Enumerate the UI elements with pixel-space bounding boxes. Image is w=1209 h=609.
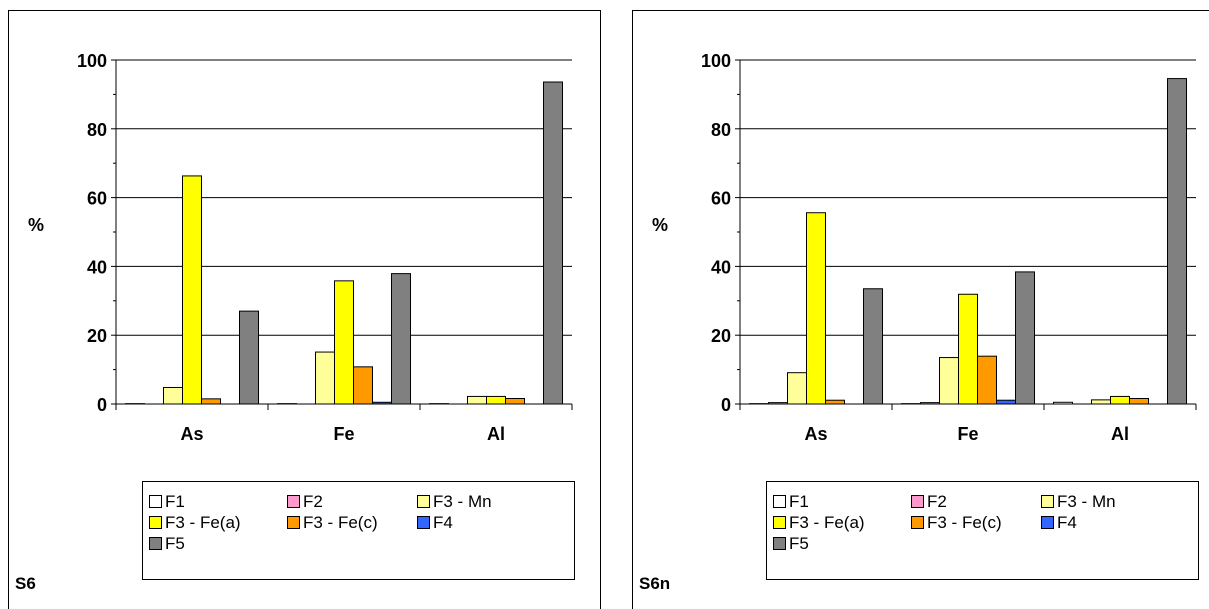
legend-swatch — [417, 495, 430, 508]
legend-swatch — [149, 516, 162, 529]
x-category-label: As — [804, 424, 827, 444]
legend-s6: F1 F2 F3 - Mn F3 - Fe(a) F3 - Fe(c) F4 F5 — [142, 481, 575, 580]
legend-item: F3 - Mn — [1041, 492, 1116, 512]
bar — [977, 355, 997, 405]
panel-label-s6: S6 — [15, 574, 36, 593]
bar — [201, 398, 221, 405]
legend-swatch — [1041, 495, 1054, 508]
y-tick-label: 20 — [87, 326, 107, 346]
chart-svg-s6n: 0 20 40 60 80 100% As Fe Al — [652, 51, 1197, 444]
legend-swatch — [287, 495, 300, 508]
x-category-label: Fe — [333, 424, 354, 444]
legend-label: F5 — [165, 534, 185, 553]
bar — [372, 401, 392, 405]
legend-item: F3 - Fe(a) — [773, 513, 865, 533]
legend-label: F3 - Mn — [1057, 492, 1116, 511]
y-axis-label: % — [28, 215, 44, 235]
bar — [163, 386, 183, 405]
y-tick-label: 0 — [721, 395, 731, 415]
bar — [958, 293, 978, 405]
legend-swatch — [911, 516, 924, 529]
legend-swatch — [773, 516, 786, 529]
y-tick-label: 100 — [77, 51, 107, 71]
legend-label: F2 — [927, 492, 947, 511]
chart-panel-s6n: 0 20 40 60 80 100% As Fe Al F1 F2 F3 - Mn F3 - Fe(a… — [632, 10, 1209, 609]
x-category-label: As — [180, 424, 203, 444]
legend-label: F4 — [1057, 513, 1077, 532]
bar — [486, 395, 506, 405]
y-tick-label: 80 — [87, 120, 107, 140]
x-category-label: Fe — [957, 424, 978, 444]
bar — [768, 402, 788, 405]
legend-label: F3 - Fe(a) — [789, 513, 865, 532]
panel-label-s6n: S6n — [639, 574, 671, 593]
bar — [182, 175, 202, 405]
legend-swatch — [1041, 516, 1054, 529]
bar — [239, 310, 259, 405]
y-tick-label: 20 — [711, 326, 731, 346]
legend-item: F2 — [911, 492, 947, 512]
legend-item: F2 — [287, 492, 323, 512]
legend-swatch — [149, 495, 162, 508]
legend-item: F3 - Fe(c) — [911, 513, 1002, 533]
bar — [315, 351, 335, 405]
bar — [825, 399, 845, 405]
legend-item: F1 — [773, 492, 809, 512]
bar — [467, 395, 487, 405]
bar — [806, 212, 826, 405]
legend-label: F1 — [165, 492, 185, 511]
legend-item: F5 — [149, 534, 185, 554]
legend-item: F4 — [417, 513, 453, 533]
y-axis-label: % — [652, 215, 668, 235]
bar — [1053, 401, 1073, 405]
y-tick-label: 80 — [711, 120, 731, 140]
bar — [1015, 271, 1035, 405]
legend-label: F1 — [789, 492, 809, 511]
bar — [939, 357, 959, 405]
legend-swatch — [911, 495, 924, 508]
bar — [505, 397, 525, 405]
x-category-label: Al — [1111, 424, 1129, 444]
x-category-label: Al — [487, 424, 505, 444]
bar — [391, 273, 411, 405]
legend-swatch — [149, 537, 162, 550]
legend-label: F3 - Fe(c) — [303, 513, 378, 532]
legend-label: F3 - Mn — [433, 492, 492, 511]
legend-item: F5 — [773, 534, 809, 554]
bar — [334, 280, 354, 405]
legend-label: F3 - Fe(c) — [927, 513, 1002, 532]
y-tick-label: 60 — [711, 189, 731, 209]
legend-swatch — [287, 516, 300, 529]
bar — [1167, 78, 1187, 405]
y-tick-label: 40 — [87, 257, 107, 277]
legend-s6n: F1 F2 F3 - Mn F3 - Fe(a) F3 - Fe(c) F4 F5 — [766, 481, 1199, 580]
chart-svg-s6: 0 20 40 60 80 100% As Fe Al — [28, 51, 573, 444]
legend-label: F4 — [433, 513, 453, 532]
legend-item: F3 - Mn — [417, 492, 492, 512]
y-tick-label: 40 — [711, 257, 731, 277]
legend-swatch — [773, 495, 786, 508]
legend-swatch — [417, 516, 430, 529]
bar — [1129, 397, 1149, 405]
bar — [353, 366, 373, 405]
bar — [996, 399, 1016, 405]
legend-item: F1 — [149, 492, 185, 512]
y-tick-label: 0 — [97, 395, 107, 415]
bar — [863, 288, 883, 405]
legend-label: F5 — [789, 534, 809, 553]
y-tick-label: 60 — [87, 189, 107, 209]
bar — [787, 372, 807, 405]
legend-item: F3 - Fe(c) — [287, 513, 378, 533]
bar — [1091, 399, 1111, 405]
y-tick-label: 100 — [701, 51, 731, 71]
bar — [543, 81, 563, 405]
legend-label: F3 - Fe(a) — [165, 513, 241, 532]
legend-swatch — [773, 537, 786, 550]
chart-panel-s6: 0 20 40 60 80 100% As Fe Al F1 F2 F3 - Mn F3 - Fe(a… — [8, 10, 601, 609]
bar — [920, 402, 940, 405]
bar — [1110, 395, 1130, 405]
legend-label: F2 — [303, 492, 323, 511]
legend-item: F3 - Fe(a) — [149, 513, 241, 533]
legend-item: F4 — [1041, 513, 1077, 533]
